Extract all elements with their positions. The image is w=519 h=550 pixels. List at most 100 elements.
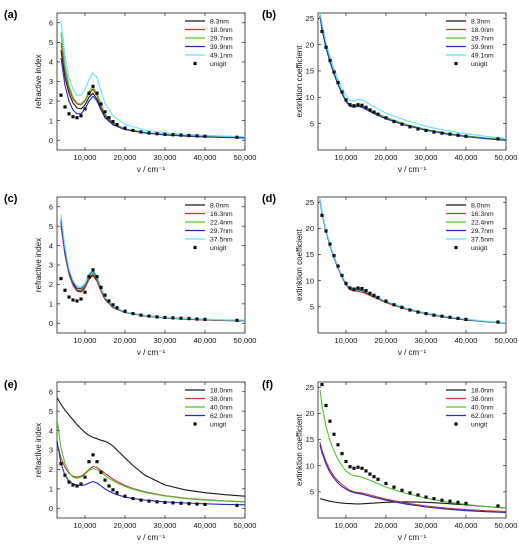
data-point: [496, 137, 500, 141]
data-point: [440, 498, 444, 502]
y-tick-label: 20: [306, 224, 314, 233]
data-point: [336, 80, 340, 85]
data-point: [328, 58, 332, 63]
y-tick-label: 3: [49, 261, 53, 270]
data-point: [324, 403, 328, 408]
y-tick-label: 2: [49, 465, 53, 474]
legend-entry: 29.7nm: [471, 36, 494, 43]
x-tick-label: 30,000: [415, 153, 438, 162]
data-point: [360, 466, 364, 470]
x-tick-label: 40,000: [455, 521, 478, 530]
data-point: [408, 491, 412, 495]
y-tick-label: 25: [306, 14, 314, 23]
data-point: [163, 315, 167, 320]
data-point: [352, 287, 356, 291]
data-point: [340, 273, 344, 278]
y-tick-label: 15: [306, 67, 314, 76]
data-point: [352, 466, 356, 470]
x-axis-label: ν / cm⁻¹: [398, 533, 427, 542]
data-point: [356, 286, 360, 290]
y-tick-label: 4: [49, 426, 53, 435]
data-point: [360, 286, 364, 291]
legend-entry: 38.0nm: [210, 396, 233, 403]
x-tick-label: 50,000: [234, 153, 257, 162]
data-point: [163, 500, 167, 505]
data-point: [67, 112, 71, 116]
x-tick-label: 40,000: [194, 521, 217, 530]
legend-entry: 39.9nm: [210, 44, 233, 51]
data-point: [368, 291, 372, 295]
x-axis-label: ν / cm⁻¹: [398, 348, 427, 357]
series-line-62.0nm: [319, 444, 506, 514]
data-point: [456, 316, 460, 320]
y-tick-label: 5: [49, 222, 53, 231]
data-point: [131, 496, 135, 501]
x-tick-label: 50,000: [495, 336, 518, 345]
x-tick-label: 10,000: [74, 336, 97, 345]
legend-entry: unigit: [210, 422, 226, 429]
data-point: [392, 303, 396, 307]
y-tick-label: 10: [306, 93, 314, 102]
data-point: [344, 459, 348, 464]
data-point: [75, 116, 79, 120]
y-tick-label: 10: [306, 461, 314, 470]
data-point: [324, 45, 328, 49]
data-point: [372, 110, 376, 114]
series-line-29.7nm: [60, 220, 245, 321]
legend-entry: 29.7nm: [471, 228, 494, 235]
x-tick-label: 40,000: [194, 336, 217, 345]
data-point: [59, 277, 63, 281]
data-point: [103, 110, 107, 114]
legend-entry: 16.3nm: [210, 211, 233, 218]
data-point: [187, 317, 191, 321]
data-point: [91, 268, 95, 272]
data-point: [115, 491, 119, 495]
data-point: [99, 470, 103, 474]
data-point: [103, 478, 107, 482]
legend-entry: unigit: [471, 61, 487, 68]
panel-label: (e): [4, 379, 18, 391]
y-axis-label: refractive index: [34, 238, 43, 292]
data-point: [171, 133, 175, 137]
legend-entry: 49.1nm: [210, 53, 233, 60]
x-tick-label: 10,000: [335, 336, 358, 345]
plot-area: [319, 383, 506, 514]
x-tick-label: 20,000: [114, 336, 137, 345]
data-point: [83, 475, 87, 479]
y-tick-label: 3: [49, 77, 53, 86]
legend-marker: [193, 422, 197, 426]
data-point: [384, 481, 388, 486]
data-point: [344, 281, 348, 285]
legend-entry: unigit: [210, 61, 226, 68]
legend-marker: [454, 245, 458, 250]
data-point: [87, 275, 91, 279]
legend-entry: 8.0nm: [210, 203, 229, 210]
x-tick-label: 50,000: [234, 521, 257, 530]
data-point: [348, 103, 352, 107]
data-point: [67, 295, 71, 299]
data-point: [111, 120, 115, 124]
legend-entry: 37.5nm: [471, 237, 494, 244]
data-point: [324, 229, 328, 233]
series-line-39.9nm: [319, 16, 506, 141]
data-point: [195, 134, 199, 138]
y-axis-label: extinktion coefficient: [295, 45, 304, 118]
data-point: [496, 320, 500, 324]
data-point: [235, 503, 239, 507]
x-tick-label: 30,000: [154, 336, 177, 345]
plot-area: [59, 20, 245, 139]
legend-entry: 38.0nm: [471, 396, 494, 403]
data-point: [63, 288, 67, 292]
data-point: [179, 133, 183, 137]
series-line-29.7nm: [319, 199, 506, 324]
x-tick-label: 20,000: [114, 521, 137, 530]
legend-entry: unigit: [210, 245, 226, 252]
data-point: [416, 493, 420, 497]
legend-entry: 39.9nm: [471, 44, 494, 51]
y-axis-label: extinktion coefficient: [295, 228, 304, 301]
series-line-18.0nm: [319, 498, 506, 509]
legend-marker: [193, 245, 197, 250]
data-point: [408, 125, 412, 129]
y-tick-label: 6: [49, 18, 53, 27]
